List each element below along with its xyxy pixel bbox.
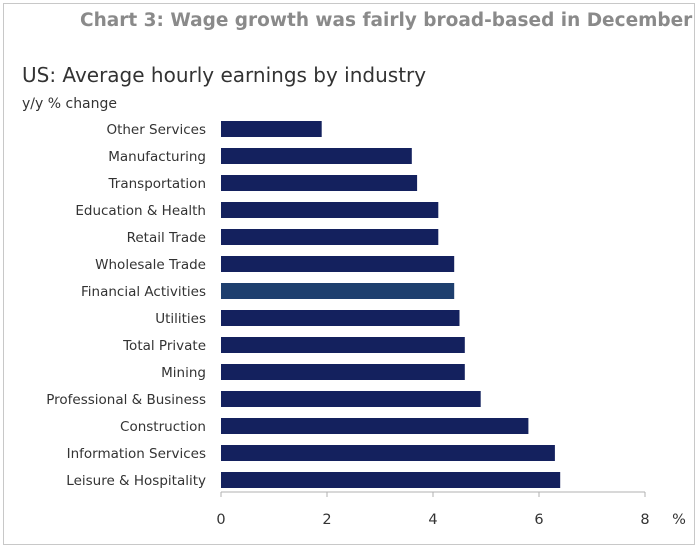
x-tick-label-2: 2 <box>322 512 331 528</box>
x-tick-label-4: 4 <box>428 512 437 528</box>
bar-total-private <box>221 337 465 353</box>
category-label-professional-and-business: Professional & Business <box>46 392 206 408</box>
category-label-manufacturing: Manufacturing <box>108 149 206 165</box>
bar-financial-activities <box>221 283 455 299</box>
bar-other-services <box>221 121 322 137</box>
category-label-information-services: Information Services <box>67 446 206 462</box>
category-label-education-and-health: Education & Health <box>75 203 206 219</box>
category-label-transportation: Transportation <box>108 176 206 192</box>
x-tick-label-8: 8 <box>640 512 649 528</box>
category-label-wholesale-trade: Wholesale Trade <box>95 257 206 273</box>
bar-construction <box>221 418 529 434</box>
figure-title: Chart 3: Wage growth was fairly broad-ba… <box>80 10 693 31</box>
bar-professional-and-business <box>221 391 481 407</box>
category-label-total-private: Total Private <box>122 338 206 354</box>
x-tick-label-0: 0 <box>216 512 225 528</box>
x-axis-unit-label: % <box>672 512 686 528</box>
bar-leisure-and-hospitality <box>221 472 561 488</box>
category-label-financial-activities: Financial Activities <box>81 284 206 300</box>
bar-education-and-health <box>221 202 439 218</box>
category-label-construction: Construction <box>120 419 206 435</box>
bar-retail-trade <box>221 229 439 245</box>
bar-manufacturing <box>221 148 412 164</box>
x-tick-label-6: 6 <box>534 512 543 528</box>
bar-transportation <box>221 175 418 191</box>
bar-wholesale-trade <box>221 256 455 272</box>
bar-mining <box>221 364 465 380</box>
bar-information-services <box>221 445 555 461</box>
category-label-utilities: Utilities <box>155 311 206 327</box>
category-label-mining: Mining <box>161 365 206 381</box>
category-label-leisure-and-hospitality: Leisure & Hospitality <box>66 473 206 489</box>
category-label-other-services: Other Services <box>106 122 206 138</box>
category-label-retail-trade: Retail Trade <box>127 230 206 246</box>
bar-utilities <box>221 310 460 326</box>
y-unit-label: y/y % change <box>22 96 118 112</box>
chart-title: US: Average hourly earnings by industry <box>22 63 427 87</box>
